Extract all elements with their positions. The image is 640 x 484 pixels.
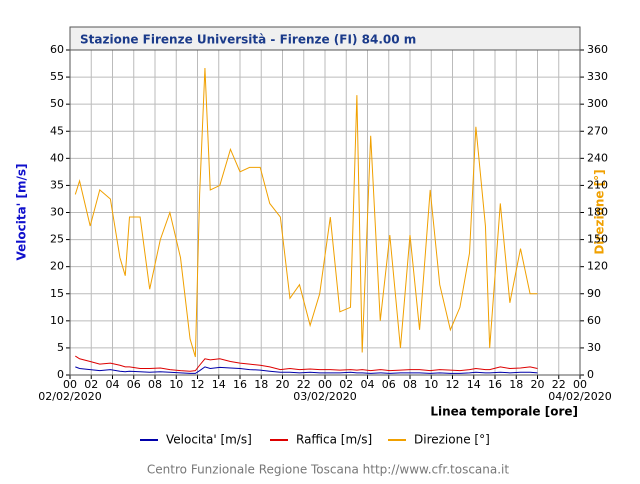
footer: Centro Funzionale Regione Toscana http:/… xyxy=(147,463,509,477)
legend-label: Direzione [°] xyxy=(414,433,490,447)
x-tick-label: 12 xyxy=(191,378,205,391)
x-tick-label: 22 xyxy=(297,378,311,391)
y-tick-label: 50 xyxy=(50,97,64,110)
plot-border xyxy=(69,49,581,376)
x-tick-label: 22 xyxy=(552,378,566,391)
x-tick-label: 18 xyxy=(509,378,523,391)
y2-tick-label: 300 xyxy=(587,97,608,110)
x-tick-label: 08 xyxy=(403,378,417,391)
series-line xyxy=(75,355,538,372)
x-axis-label: Linea temporale [ore] xyxy=(430,405,578,419)
x-tick-label: 14 xyxy=(212,378,226,391)
legend-label: Raffica [m/s] xyxy=(296,433,372,447)
series-line xyxy=(74,68,538,358)
y2-tick-label: 30 xyxy=(587,341,601,354)
x-tick-label: 14 xyxy=(467,378,481,391)
y2-tick-label: 90 xyxy=(587,287,601,300)
date-label: 04/02/2020 xyxy=(548,390,611,403)
x-tick-label: 06 xyxy=(382,378,396,391)
y-tick-label: 0 xyxy=(57,368,64,381)
y-tick-label: 40 xyxy=(50,151,64,164)
y2-tick-label: 120 xyxy=(587,260,608,273)
y2-tick-label: 240 xyxy=(587,151,608,164)
chart-title: Stazione Firenze Università - Firenze (F… xyxy=(80,33,416,47)
y-tick-label: 25 xyxy=(50,233,64,246)
y2-tick-label: 330 xyxy=(587,70,608,83)
y-tick-label: 35 xyxy=(50,178,64,191)
y2-tick-label: 270 xyxy=(587,124,608,137)
y-tick-label: 55 xyxy=(50,70,64,83)
x-tick-label: 16 xyxy=(488,378,502,391)
y2-tick-label: 360 xyxy=(587,43,608,56)
x-tick-label: 18 xyxy=(254,378,268,391)
legend-label: Velocita' [m/s] xyxy=(166,433,252,447)
date-label: 03/02/2020 xyxy=(293,390,356,403)
y-tick-label: 5 xyxy=(57,341,64,354)
y-tick-label: 30 xyxy=(50,206,64,219)
x-tick-label: 02 xyxy=(339,378,353,391)
x-tick-label: 06 xyxy=(127,378,141,391)
y2-tick-label: 0 xyxy=(587,368,594,381)
y2-tick-label: 150 xyxy=(587,233,608,246)
y-tick-label: 15 xyxy=(50,287,64,300)
y-tick-label: 45 xyxy=(50,124,64,137)
x-tick-label: 08 xyxy=(148,378,162,391)
y-tick-label: 10 xyxy=(50,314,64,327)
x-tick-label: 02 xyxy=(84,378,98,391)
x-tick-label: 04 xyxy=(361,378,375,391)
x-tick-label: 12 xyxy=(446,378,460,391)
x-tick-label: 00 xyxy=(63,378,77,391)
y2-tick-label: 210 xyxy=(587,178,608,191)
x-tick-label: 10 xyxy=(169,378,183,391)
y-tick-label: 20 xyxy=(50,260,64,273)
y2-tick-label: 60 xyxy=(587,314,601,327)
x-tick-label: 20 xyxy=(276,378,290,391)
date-label: 02/02/2020 xyxy=(38,390,101,403)
x-tick-label: 04 xyxy=(106,378,120,391)
x-tick-label: 00 xyxy=(573,378,587,391)
y2-axis-label: Direzione [°] xyxy=(593,169,607,254)
y2-tick-label: 180 xyxy=(587,206,608,219)
x-tick-label: 00 xyxy=(318,378,332,391)
x-tick-label: 10 xyxy=(424,378,438,391)
series-line xyxy=(75,366,538,374)
y-axis-label: Velocita' [m/s] xyxy=(15,163,29,260)
y-tick-label: 60 xyxy=(50,43,64,56)
x-tick-label: 20 xyxy=(531,378,545,391)
x-tick-label: 16 xyxy=(233,378,247,391)
